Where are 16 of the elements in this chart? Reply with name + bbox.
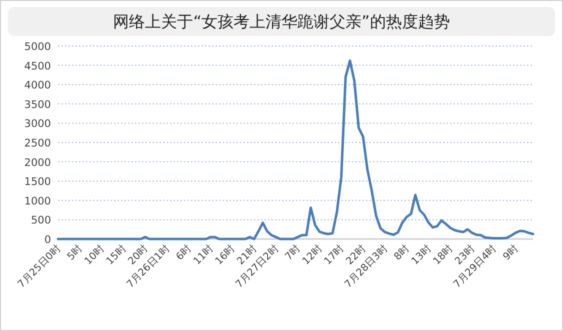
x-tick-label: 6时 [174,242,194,263]
chart-title: 网络上关于“女孩考上清华跪谢父亲”的热度趋势 [113,12,450,31]
y-tick-label: 500 [30,214,51,227]
y-tick-label: 1000 [24,195,51,208]
y-tick-label: 4500 [24,60,51,72]
y-tick-label: 4000 [24,80,51,92]
x-tick-label: 7时 [282,242,303,263]
line-series [56,59,534,240]
y-tick-label: 5000 [24,41,51,53]
x-tick-label: 9时 [500,242,521,263]
y-tick-label: 1500 [24,176,51,188]
y-tick-label: 2500 [24,138,51,150]
y-tick-label: 3500 [24,98,51,111]
y-tick-label: 3000 [24,118,51,130]
y-tick-label: 2000 [24,156,51,169]
x-tick-label: 5时 [64,242,85,263]
